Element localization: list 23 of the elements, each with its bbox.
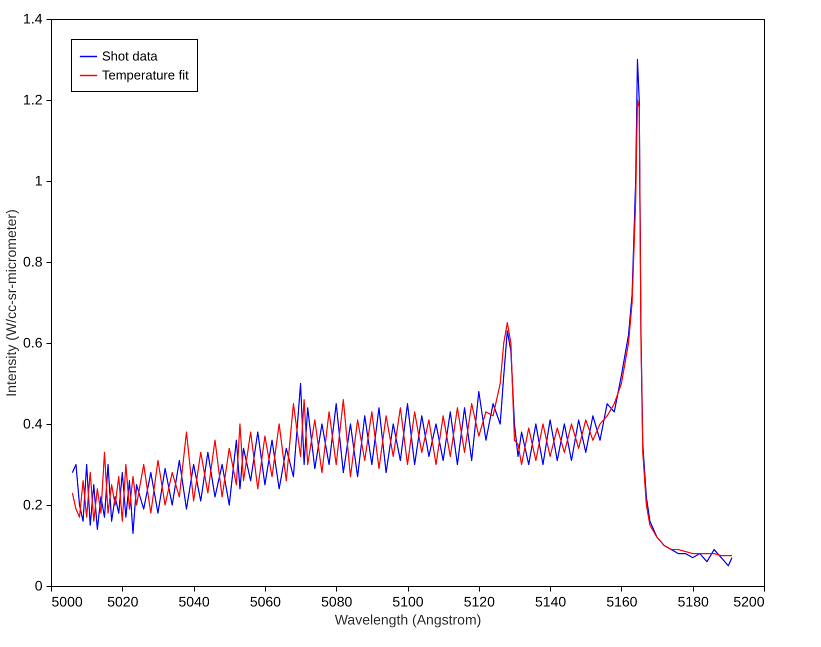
y-tick-label: 0.2 <box>23 496 43 512</box>
x-tick-label: 5180 <box>678 594 709 610</box>
x-tick-label: 5160 <box>606 594 638 610</box>
y-tick-label: 1.4 <box>23 10 43 26</box>
x-tick-label: 5080 <box>321 594 352 610</box>
x-axis-title: Wavelength (Angstrom) <box>334 612 482 628</box>
y-tick-label: 1.2 <box>23 92 43 108</box>
y-tick-label: 0.6 <box>23 334 43 350</box>
legend-label: Shot data <box>102 48 158 64</box>
y-tick-label: 0.4 <box>23 416 43 432</box>
x-tick-label: 5020 <box>107 594 139 610</box>
y-axis-title: Intensity (W/cc-sr-micrometer) <box>3 209 20 397</box>
y-tick-label: 1 <box>34 172 43 188</box>
x-tick-label: 5120 <box>464 594 496 610</box>
x-tick-label: 5140 <box>535 594 566 610</box>
y-tick-label: 0 <box>34 578 43 594</box>
x-tick-label: 5060 <box>250 594 282 610</box>
x-tick-label: 5200 <box>733 594 765 610</box>
y-tick-label: 0.8 <box>23 254 43 270</box>
x-tick-label: 5000 <box>52 594 83 610</box>
x-tick-label: 5100 <box>392 594 424 610</box>
legend-label: Temperature fit <box>102 68 190 82</box>
x-tick-label: 5040 <box>178 594 210 610</box>
